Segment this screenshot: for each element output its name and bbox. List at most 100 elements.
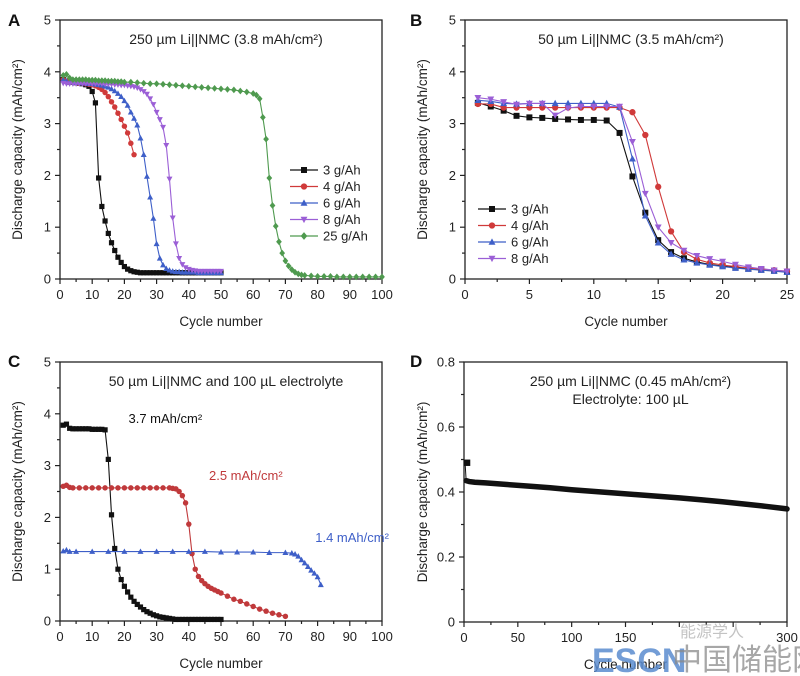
- legend-label: 3 g/Ah: [323, 163, 361, 178]
- x-tick-label: 100: [371, 629, 393, 644]
- x-tick-label: 10: [85, 629, 99, 644]
- legend-item: 6 g/Ah: [290, 196, 361, 211]
- data-point: [321, 273, 327, 280]
- data-point: [272, 222, 279, 230]
- data-point: [96, 175, 102, 181]
- data-point: [243, 88, 250, 96]
- data-point: [76, 76, 83, 83]
- panel-letter: A: [8, 11, 20, 30]
- x-tick-label: 15: [651, 287, 665, 302]
- data-point: [63, 546, 70, 553]
- data-point: [156, 255, 163, 261]
- data-point: [89, 485, 95, 491]
- data-point: [603, 103, 611, 111]
- data-point: [111, 87, 118, 94]
- data-point: [150, 102, 157, 108]
- data-point: [150, 215, 157, 221]
- legend-item: 3 g/Ah: [290, 163, 361, 178]
- legend-marker: [300, 216, 308, 224]
- data-point: [269, 610, 276, 616]
- data-point: [603, 117, 610, 124]
- panel-letter: D: [410, 352, 422, 371]
- data-point: [201, 548, 208, 554]
- data-point: [108, 485, 115, 491]
- data-point: [108, 512, 115, 518]
- chart-title: 50 µm Li||NMC (3.5 mAh/cm²): [538, 31, 724, 47]
- data-point: [629, 109, 636, 116]
- data-point: [160, 80, 166, 88]
- data-point: [172, 241, 179, 247]
- data-point: [179, 262, 186, 268]
- series-2-5-mah-cm-: [60, 482, 289, 620]
- data-point: [551, 112, 559, 119]
- data-point: [224, 593, 231, 599]
- data-point: [195, 573, 202, 580]
- data-point: [160, 261, 167, 268]
- data-point: [89, 548, 96, 554]
- data-point: [108, 240, 115, 246]
- legend-marker: [488, 238, 496, 245]
- data-point: [108, 99, 115, 105]
- data-point: [577, 116, 584, 123]
- data-point: [218, 85, 224, 93]
- annotation-label: 2.5 mAh/cm²: [209, 468, 283, 483]
- data-point: [282, 613, 289, 620]
- data-point: [92, 100, 99, 106]
- data-point: [127, 109, 134, 115]
- data-point: [89, 88, 95, 95]
- data-point: [379, 273, 385, 281]
- x-tick-label: 90: [343, 629, 357, 644]
- data-point: [70, 76, 76, 83]
- data-point: [173, 81, 179, 89]
- data-point: [115, 566, 121, 572]
- y-tick-label: 0: [44, 272, 51, 287]
- data-point: [63, 71, 70, 78]
- data-point: [176, 255, 183, 262]
- data-point: [340, 273, 347, 281]
- y-tick-label: 3: [44, 116, 51, 131]
- data-point: [137, 134, 144, 141]
- data-point: [237, 598, 244, 605]
- x-tick-label: 300: [776, 630, 798, 645]
- data-point: [134, 85, 141, 91]
- data-point: [185, 548, 192, 554]
- data-point: [244, 601, 250, 607]
- data-point: [128, 485, 134, 491]
- data-point: [121, 123, 128, 129]
- x-tick-label: 0: [56, 287, 63, 302]
- data-point: [121, 583, 127, 589]
- data-point: [114, 90, 121, 96]
- data-point: [166, 81, 173, 89]
- data-point: [551, 99, 559, 107]
- legend-label: 6 g/Ah: [511, 235, 549, 250]
- data-point: [667, 228, 675, 235]
- data-point: [590, 103, 598, 111]
- data-point: [616, 103, 624, 111]
- x-tick-label: 10: [587, 287, 601, 302]
- data-point: [346, 273, 353, 281]
- x-tick-label: 50: [511, 630, 525, 645]
- data-point: [121, 548, 128, 554]
- data-point: [218, 616, 224, 623]
- data-point: [641, 190, 649, 198]
- data-point: [95, 77, 102, 84]
- legend-item: 25 g/Ah: [290, 229, 368, 244]
- y-tick-label: 5: [44, 13, 51, 28]
- data-point: [538, 100, 546, 107]
- data-point: [311, 570, 318, 576]
- x-tick-label: 50: [214, 629, 228, 644]
- data-point: [372, 273, 379, 281]
- y-tick-label: 2: [44, 168, 51, 183]
- data-point: [577, 103, 585, 111]
- data-point: [288, 550, 295, 556]
- data-point: [295, 270, 302, 278]
- data-point: [127, 78, 134, 86]
- data-point: [179, 492, 186, 499]
- series-1-4-mah-cm-: [60, 546, 324, 588]
- data-point: [680, 247, 688, 255]
- data-point: [153, 485, 160, 491]
- series-line: [63, 423, 221, 620]
- data-point: [70, 485, 76, 491]
- panel-d: 0 50 100 150 300 0 0.2 0.4 0.6 0.8 Cycle number Dis…: [410, 352, 798, 672]
